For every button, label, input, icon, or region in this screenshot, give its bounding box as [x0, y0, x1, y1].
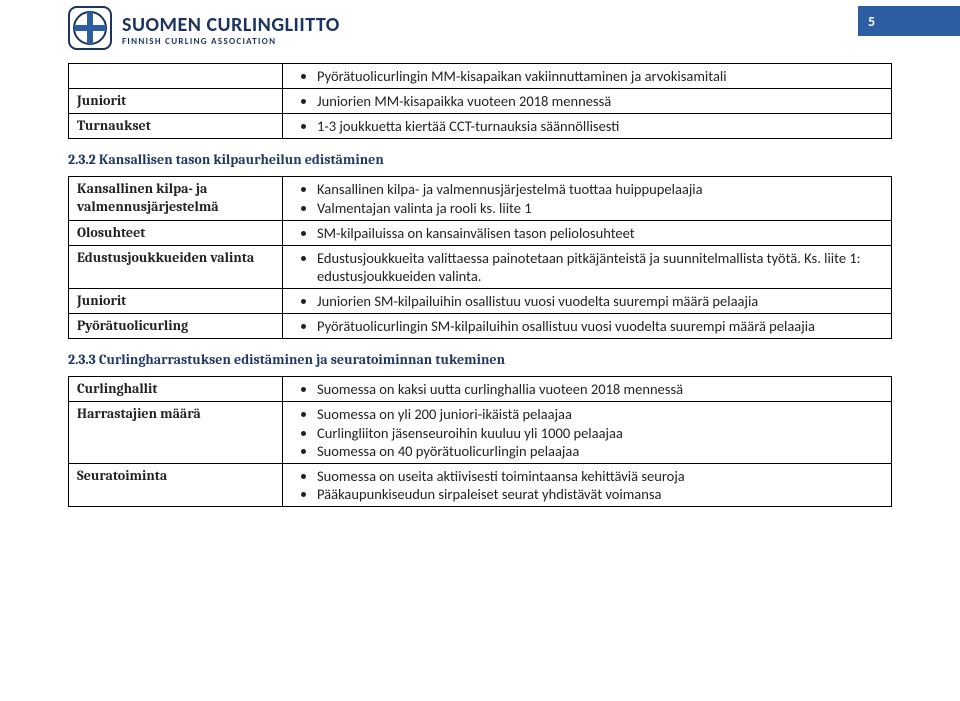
list-item: Edustusjoukkueita valittaessa painotetaa… — [317, 249, 883, 285]
page-number: 5 — [868, 13, 875, 30]
row-content: Edustusjoukkueita valittaessa painotetaa… — [283, 245, 892, 288]
list-item: Pyörätuolicurlingin MM-kisapaikan vakiin… — [317, 67, 883, 85]
list-item: Suomessa on kaksi uutta curlinghallia vu… — [317, 380, 883, 398]
table-row: Edustusjoukkueiden valinta Edustusjoukku… — [69, 245, 892, 288]
row-label — [69, 64, 283, 89]
row-content: Suomessa on yli 200 juniori-ikäistä pela… — [283, 402, 892, 463]
header-title: SUOMEN CURLINGLIITTO FINNISH CURLING ASS… — [122, 15, 340, 46]
row-content: Juniorien MM-kisapaikka vuoteen 2018 men… — [283, 89, 892, 114]
table-row: Juniorit Juniorien SM-kilpailuihin osall… — [69, 289, 892, 314]
table-row: Harrastajien määrä Suomessa on yli 200 j… — [69, 402, 892, 463]
row-label: Curlinghallit — [69, 377, 283, 402]
row-content: Pyörätuolicurlingin SM-kilpailuihin osal… — [283, 314, 892, 339]
list-item: Kansallinen kilpa- ja valmennusjärjestel… — [317, 180, 883, 198]
list-item: Valmentajan valinta ja rooli ks. liite 1 — [317, 199, 883, 217]
table-row: Curlinghallit Suomessa on kaksi uutta cu… — [69, 377, 892, 402]
row-content: SM-kilpailuissa on kansainvälisen tason … — [283, 220, 892, 245]
list-item: Suomessa on useita aktiivisesti toiminta… — [317, 467, 883, 485]
section-heading-233: 2.3.3 Curlingharrastuksen edistäminen ja… — [68, 351, 892, 368]
table-row: Turnaukset 1-3 joukkuetta kiertää CCT-tu… — [69, 114, 892, 139]
row-content: Suomessa on kaksi uutta curlinghallia vu… — [283, 377, 892, 402]
list-item: Juniorien MM-kisapaikka vuoteen 2018 men… — [317, 92, 883, 110]
header-logo-bar: SUOMEN CURLINGLIITTO FINNISH CURLING ASS… — [68, 0, 892, 55]
table-row: Kansallinen kilpa- ja valmennusjärjestel… — [69, 177, 892, 220]
row-label: Kansallinen kilpa- ja valmennusjärjestel… — [69, 177, 283, 220]
org-name-fi: SUOMEN CURLINGLIITTO — [122, 15, 340, 35]
row-label: Edustusjoukkueiden valinta — [69, 245, 283, 288]
list-item: Pyörätuolicurlingin SM-kilpailuihin osal… — [317, 317, 883, 335]
row-content: Kansallinen kilpa- ja valmennusjärjestel… — [283, 177, 892, 220]
table-row: Pyörätuolicurling Pyörätuolicurlingin SM… — [69, 314, 892, 339]
row-label: Juniorit — [69, 289, 283, 314]
row-label: Seuratoiminta — [69, 463, 283, 506]
table-row: Juniorit Juniorien MM-kisapaikka vuoteen… — [69, 89, 892, 114]
curling-logo-icon — [68, 6, 112, 55]
row-content: Suomessa on useita aktiivisesti toiminta… — [283, 463, 892, 506]
row-label: Harrastajien määrä — [69, 402, 283, 463]
list-item: Juniorien SM-kilpailuihin osallistuu vuo… — [317, 292, 883, 310]
list-item: Suomessa on 40 pyörätuolicurlingin pelaa… — [317, 442, 883, 460]
list-item: Suomessa on yli 200 juniori-ikäistä pela… — [317, 405, 883, 423]
table-row: Olosuhteet SM-kilpailuissa on kansainväl… — [69, 220, 892, 245]
table-row: Seuratoiminta Suomessa on useita aktiivi… — [69, 463, 892, 506]
section-heading-232: 2.3.2 Kansallisen tason kilpaurheilun ed… — [68, 151, 892, 168]
table-232: Kansallinen kilpa- ja valmennusjärjestel… — [68, 176, 892, 339]
row-label: Turnaukset — [69, 114, 283, 139]
table-row: Pyörätuolicurlingin MM-kisapaikan vakiin… — [69, 64, 892, 89]
list-item: 1-3 joukkuetta kiertää CCT-turnauksia sä… — [317, 117, 883, 135]
page: 5 SUOMEN CURLINGLIITTO FINNISH CURLING A… — [0, 0, 960, 701]
org-name-en: FINNISH CURLING ASSOCIATION — [122, 37, 340, 46]
row-label: Juniorit — [69, 89, 283, 114]
list-item: SM-kilpailuissa on kansainvälisen tason … — [317, 224, 883, 242]
row-content: Juniorien SM-kilpailuihin osallistuu vuo… — [283, 289, 892, 314]
list-item: Curlingliiton jäsenseuroihin kuuluu yli … — [317, 424, 883, 442]
page-number-box: 5 — [858, 6, 960, 36]
table-233: Curlinghallit Suomessa on kaksi uutta cu… — [68, 376, 892, 507]
row-label: Olosuhteet — [69, 220, 283, 245]
row-content: 1-3 joukkuetta kiertää CCT-turnauksia sä… — [283, 114, 892, 139]
list-item: Pääkaupunkiseudun sirpaleiset seurat yhd… — [317, 485, 883, 503]
row-content: Pyörätuolicurlingin MM-kisapaikan vakiin… — [283, 64, 892, 89]
row-label: Pyörätuolicurling — [69, 314, 283, 339]
table-continuation: Pyörätuolicurlingin MM-kisapaikan vakiin… — [68, 63, 892, 139]
